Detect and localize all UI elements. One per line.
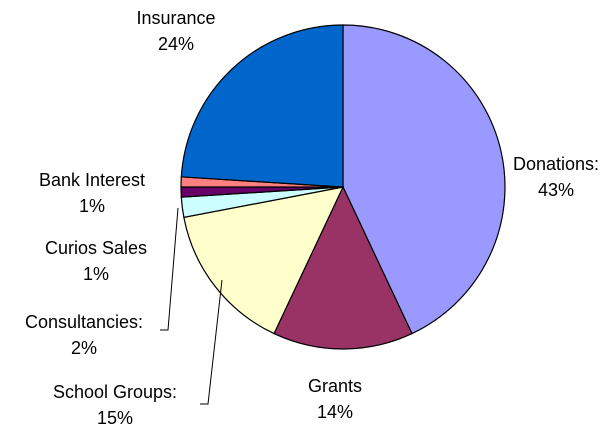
leader-line-consultancies bbox=[160, 207, 179, 331]
label-bank-interest-name: Bank Interest bbox=[39, 170, 145, 190]
label-grants-name: Grants bbox=[308, 376, 362, 396]
pie-slice-donations bbox=[342, 24, 506, 335]
label-curios-sales-pct: 1% bbox=[83, 264, 109, 284]
label-bank-interest: Bank Interest 1% bbox=[39, 170, 145, 216]
label-school-groups: School Groups: 15% bbox=[53, 382, 177, 428]
label-donations-pct: 43% bbox=[538, 180, 574, 200]
pie-slices bbox=[180, 24, 506, 350]
label-curios-sales: Curios Sales 1% bbox=[45, 238, 147, 284]
label-grants: Grants 14% bbox=[308, 376, 362, 422]
label-insurance-pct: 24% bbox=[158, 34, 194, 54]
pie-slice-grants bbox=[273, 185, 413, 350]
label-donations-name: Donations: bbox=[513, 154, 599, 174]
label-insurance-name: Insurance bbox=[136, 8, 215, 28]
label-consultancies-pct: 2% bbox=[71, 338, 97, 358]
leader-line-school-groups bbox=[200, 279, 223, 405]
label-school-groups-pct: 15% bbox=[97, 408, 133, 428]
label-donations: Donations: 43% bbox=[513, 154, 599, 200]
leader-lines bbox=[160, 207, 223, 405]
label-curios-sales-name: Curios Sales bbox=[45, 238, 147, 258]
label-grants-pct: 14% bbox=[317, 402, 353, 422]
label-insurance: Insurance 24% bbox=[136, 8, 215, 54]
pie-slice-school-groups bbox=[183, 186, 345, 335]
label-school-groups-name: School Groups: bbox=[53, 382, 177, 402]
pie-slice-insurance bbox=[180, 24, 344, 188]
label-consultancies-name: Consultancies: bbox=[25, 312, 143, 332]
label-bank-interest-pct: 1% bbox=[79, 196, 105, 216]
label-consultancies: Consultancies: 2% bbox=[25, 312, 143, 358]
